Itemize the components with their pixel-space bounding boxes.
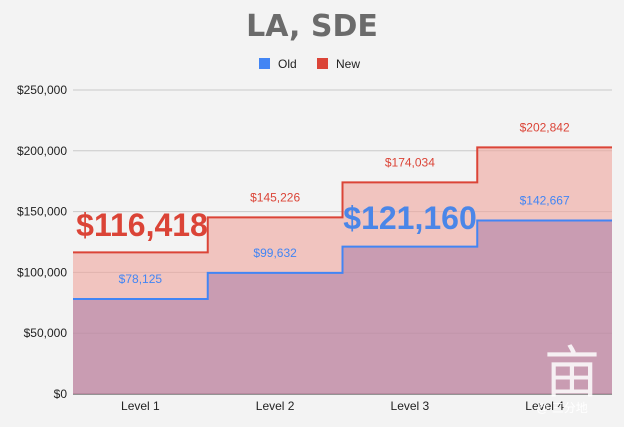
data-label-new: $174,034 [385, 155, 435, 169]
y-tick-label: $250,000 [17, 83, 67, 97]
line-new [73, 146, 612, 254]
data-label-old: $142,667 [520, 194, 570, 208]
data-labels: $78,125 $99,632 $142,667 $145,226 $174,034 $2… [119, 120, 570, 286]
watermark-glyph: 亩 [544, 341, 600, 404]
data-label-new: $202,842 [520, 120, 570, 134]
legend-label-old: Old [278, 57, 297, 71]
y-tick-label: $50,000 [24, 326, 68, 340]
x-tick-label: Level 4 [525, 399, 564, 413]
x-tick-label: Level 1 [121, 399, 160, 413]
data-label-old: $78,125 [119, 272, 163, 286]
x-tick-label: Level 3 [391, 399, 430, 413]
watermark: 亩 @ 三分地 [536, 341, 600, 415]
legend-swatch-old [259, 58, 270, 69]
chart-title: LA, SDE [246, 9, 378, 44]
series-areas [73, 146, 612, 394]
watermark-text: @ 三分地 [536, 401, 588, 415]
y-tick-label: $200,000 [17, 144, 67, 158]
legend-swatch-new [317, 58, 328, 69]
x-axis: Level 1 Level 2 Level 3 Level 4 [121, 399, 564, 413]
y-tick-label: $150,000 [17, 205, 67, 219]
line-old [73, 219, 612, 300]
y-tick-label: $100,000 [17, 265, 67, 279]
data-label-old: $99,632 [253, 246, 297, 260]
big-label-new-level-1: $116,418 [76, 207, 208, 243]
legend-label-new: New [336, 57, 360, 71]
data-label-new: $145,226 [250, 190, 300, 204]
area-old [73, 220, 612, 394]
x-tick-label: Level 2 [256, 399, 295, 413]
legend: Old New [259, 57, 360, 71]
y-tick-label: $0 [54, 387, 68, 401]
y-axis: $0 $50,000 $100,000 $150,000 $200,000 $250,00… [17, 83, 67, 401]
big-label-old-level-3: $121,160 [343, 200, 476, 236]
